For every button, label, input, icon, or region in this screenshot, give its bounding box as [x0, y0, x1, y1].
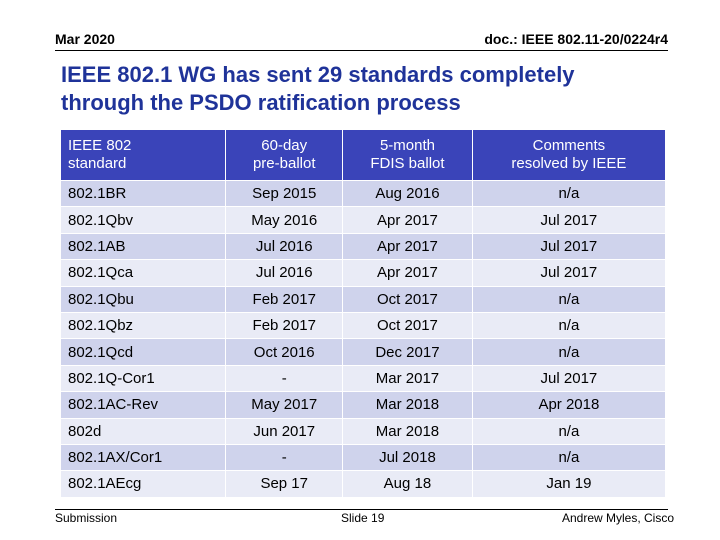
table-row: 802.1Qcd Oct 2016 Dec 2017 n/a [61, 338, 665, 366]
slide-title-line-2: through the PSDO ratification process [61, 90, 461, 115]
cell-pre-ballot: Feb 2017 [225, 285, 344, 313]
table-row: 802.1Qbv May 2016 Apr 2017 Jul 2017 [61, 206, 665, 234]
cell-pre-ballot: Jul 2016 [225, 259, 344, 287]
footer-submission: Submission [55, 511, 118, 525]
table-header-row: IEEE 802 standard 60-day pre-ballot 5-mont… [61, 130, 665, 181]
col-header-pre-ballot: 60-day pre-ballot [225, 130, 344, 181]
cell-pre-ballot: - [225, 443, 344, 471]
cell-standard: 802.1AX/Cor1 [61, 443, 227, 471]
cell-standard: 802.1Qcd [61, 338, 227, 366]
cell-comments: n/a [472, 417, 665, 445]
cell-standard: 802.1AC-Rev [61, 391, 227, 419]
table-row: 802.1Q-Cor1- Mar 2017 Jul 2017 [61, 364, 665, 392]
cell-fdis-ballot: Apr 2017 [342, 232, 473, 260]
header-date: Mar 2020 [55, 31, 115, 47]
header-divider [55, 50, 668, 51]
standards-table: IEEE 802 standard 60-day pre-ballot 5-mont… [61, 130, 665, 497]
cell-fdis-ballot: Mar 2018 [342, 391, 473, 419]
cell-fdis-ballot: Jul 2018 [342, 443, 473, 471]
cell-comments: Jan 19 [472, 470, 665, 497]
footer-slide-number: Slide 19 [341, 511, 385, 525]
col-header-standard: IEEE 802 standard [61, 130, 227, 181]
cell-pre-ballot: Sep 17 [225, 470, 344, 497]
cell-comments: Jul 2017 [472, 364, 665, 392]
col-header-fdis-ballot: 5-month FDIS ballot [342, 130, 473, 181]
table-row: 802.1AEcg Sep 17 Aug 18 Jan 19 [61, 470, 665, 497]
cell-standard: 802.1Qbv [61, 206, 227, 234]
cell-standard: 802.1Qca [61, 259, 227, 287]
table-row: 802.1BR Sep 2015 Aug 2016 n/a [61, 179, 665, 207]
footer-divider [55, 509, 668, 510]
cell-comments: n/a [472, 443, 665, 471]
cell-standard: 802.1Qbu [61, 285, 227, 313]
table-row: 802.1AX/Cor1- Jul 2018 n/a [61, 443, 665, 471]
cell-comments: Jul 2017 [472, 259, 665, 287]
cell-comments: n/a [472, 311, 665, 339]
cell-standard: 802.1Qbz [61, 311, 227, 339]
table-row: 802.1Qbu Feb 2017 Oct 2017 n/a [61, 285, 665, 313]
cell-standard: 802.1AEcg [61, 470, 227, 497]
cell-pre-ballot: Sep 2015 [225, 179, 344, 207]
cell-standard: 802d [61, 417, 227, 445]
cell-pre-ballot: Feb 2017 [225, 311, 344, 339]
header-doc-id: doc.: IEEE 802.11-20/0224r4 [484, 31, 668, 47]
slide-title-line-1: IEEE 802.1 WG has sent 29 standards comp… [61, 62, 575, 87]
cell-pre-ballot: Jun 2017 [225, 417, 344, 445]
cell-fdis-ballot: Aug 18 [342, 470, 473, 497]
table-row: 802.1AC-Rev May 2017 Mar 2018 Apr 2018 [61, 391, 665, 419]
cell-comments: Jul 2017 [472, 206, 665, 234]
cell-comments: Jul 2017 [472, 232, 665, 260]
cell-comments: n/a [472, 338, 665, 366]
table-row: 802.1AB Jul 2016 Apr 2017 Jul 2017 [61, 232, 665, 260]
cell-fdis-ballot: Dec 2017 [342, 338, 473, 366]
cell-comments: Apr 2018 [472, 391, 665, 419]
cell-standard: 802.1AB [61, 232, 227, 260]
cell-standard: 802.1Q-Cor1 [61, 364, 227, 392]
cell-fdis-ballot: Apr 2017 [342, 259, 473, 287]
slide-title: IEEE 802.1 WG has sent 29 standards comp… [61, 61, 671, 117]
cell-fdis-ballot: Mar 2018 [342, 417, 473, 445]
table-row: 802d Jun 2017 Mar 2018 n/a [61, 417, 665, 445]
cell-fdis-ballot: Oct 2017 [342, 285, 473, 313]
cell-pre-ballot: Oct 2016 [225, 338, 344, 366]
cell-standard: 802.1BR [61, 179, 227, 207]
cell-fdis-ballot: Mar 2017 [342, 364, 473, 392]
table-row: 802.1Qca Jul 2016 Apr 2017 Jul 2017 [61, 259, 665, 287]
cell-comments: n/a [472, 285, 665, 313]
footer-author: Andrew Myles, Cisco [561, 511, 674, 525]
cell-fdis-ballot: Oct 2017 [342, 311, 473, 339]
cell-pre-ballot: May 2017 [225, 391, 344, 419]
col-header-comments: Comments resolved by IEEE [472, 130, 665, 181]
cell-pre-ballot: May 2016 [225, 206, 344, 234]
cell-fdis-ballot: Aug 2016 [342, 179, 473, 207]
table-row: 802.1Qbz Feb 2017 Oct 2017 n/a [61, 311, 665, 339]
cell-pre-ballot: - [225, 364, 344, 392]
cell-fdis-ballot: Apr 2017 [342, 206, 473, 234]
cell-pre-ballot: Jul 2016 [225, 232, 344, 260]
cell-comments: n/a [472, 179, 665, 207]
